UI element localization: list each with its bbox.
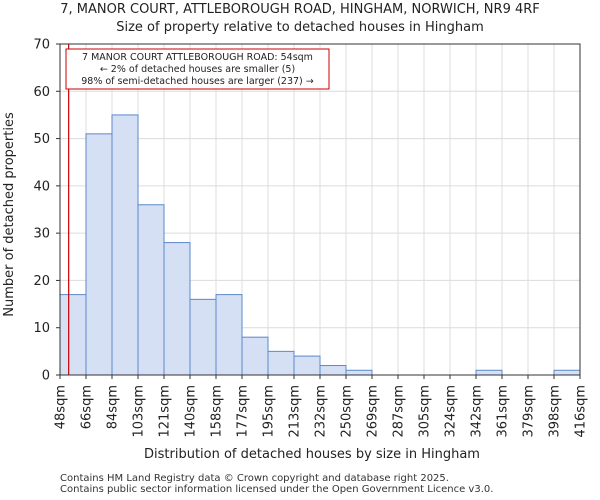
x-tick-label: 66sqm — [80, 385, 95, 429]
x-tick-label: 177sqm — [236, 385, 251, 438]
chart-subtitle: Size of property relative to detached ho… — [116, 20, 484, 35]
x-axis-ticks: 48sqm 66sqm 84sqm 103sqm 121sqm 140sqm 158sqm 1… — [54, 375, 589, 438]
annotation-line-1: 7 MANOR COURT ATTLEBOROUGH ROAD: 54sqm — [82, 52, 313, 63]
bars — [59, 114, 581, 376]
bar — [111, 114, 139, 376]
bar — [189, 298, 217, 376]
annotation-box: 7 MANOR COURT ATTLEBOROUGH ROAD: 54sqm ←… — [65, 48, 330, 90]
bar — [345, 369, 373, 376]
annotation-line-2: ← 2% of detached houses are smaller (5) — [100, 64, 295, 75]
x-tick-label: 250sqm — [340, 385, 355, 438]
bar — [293, 355, 321, 376]
x-tick-label: 361sqm — [496, 385, 511, 438]
bar — [85, 133, 113, 376]
y-tick-label: 50 — [33, 132, 50, 147]
x-tick-label: 195sqm — [262, 385, 277, 438]
footer-line-1: Contains HM Land Registry data © Crown c… — [60, 473, 449, 484]
bar — [59, 294, 87, 376]
bar — [267, 350, 295, 376]
y-axis-ticks: 0 10 20 30 40 50 60 70 — [33, 38, 60, 384]
x-tick-label: 121sqm — [158, 385, 173, 438]
bar — [475, 369, 503, 376]
annotation-frame — [65, 48, 330, 90]
bar — [137, 204, 165, 376]
bar — [241, 336, 269, 376]
x-tick-label: 342sqm — [470, 385, 485, 438]
x-tick-label: 287sqm — [392, 385, 407, 438]
x-tick-label: 232sqm — [314, 385, 329, 438]
x-tick-label: 213sqm — [288, 385, 303, 438]
x-tick-label: 305sqm — [418, 385, 433, 438]
bar — [163, 242, 191, 376]
x-tick-label: 379sqm — [522, 385, 537, 438]
y-tick-label: 10 — [33, 321, 50, 336]
y-tick-label: 30 — [33, 227, 50, 242]
x-tick-label: 140sqm — [184, 385, 199, 438]
bar — [553, 369, 581, 376]
histogram-chart: 7 MANOR COURT ATTLEBOROUGH ROAD: 54sqm ←… — [2, 38, 589, 463]
x-tick-label: 48sqm — [54, 385, 69, 429]
x-tick-label: 84sqm — [106, 385, 121, 429]
x-axis-label: Distribution of detached houses by size … — [144, 447, 480, 462]
y-tick-label: 0 — [42, 369, 50, 384]
x-tick-label: 324sqm — [444, 385, 459, 438]
x-tick-label: 158sqm — [210, 385, 225, 438]
x-tick-label: 269sqm — [366, 385, 381, 438]
x-tick-label: 103sqm — [132, 385, 147, 438]
bar — [319, 365, 347, 376]
annotation-line-3: 98% of semi-detached houses are larger (… — [81, 76, 314, 87]
y-tick-label: 40 — [33, 179, 50, 194]
bar — [215, 294, 243, 376]
x-tick-label: 416sqm — [574, 385, 589, 438]
x-tick-label: 398sqm — [548, 385, 563, 438]
y-tick-label: 60 — [33, 85, 50, 100]
chart-title: 7, MANOR COURT, ATTLEBOROUGH ROAD, HINGH… — [60, 2, 540, 17]
y-tick-label: 70 — [33, 38, 50, 53]
footer-line-2: Contains public sector information licen… — [60, 484, 494, 495]
y-axis-label: Number of detached properties — [2, 112, 17, 317]
y-tick-label: 20 — [33, 274, 50, 289]
